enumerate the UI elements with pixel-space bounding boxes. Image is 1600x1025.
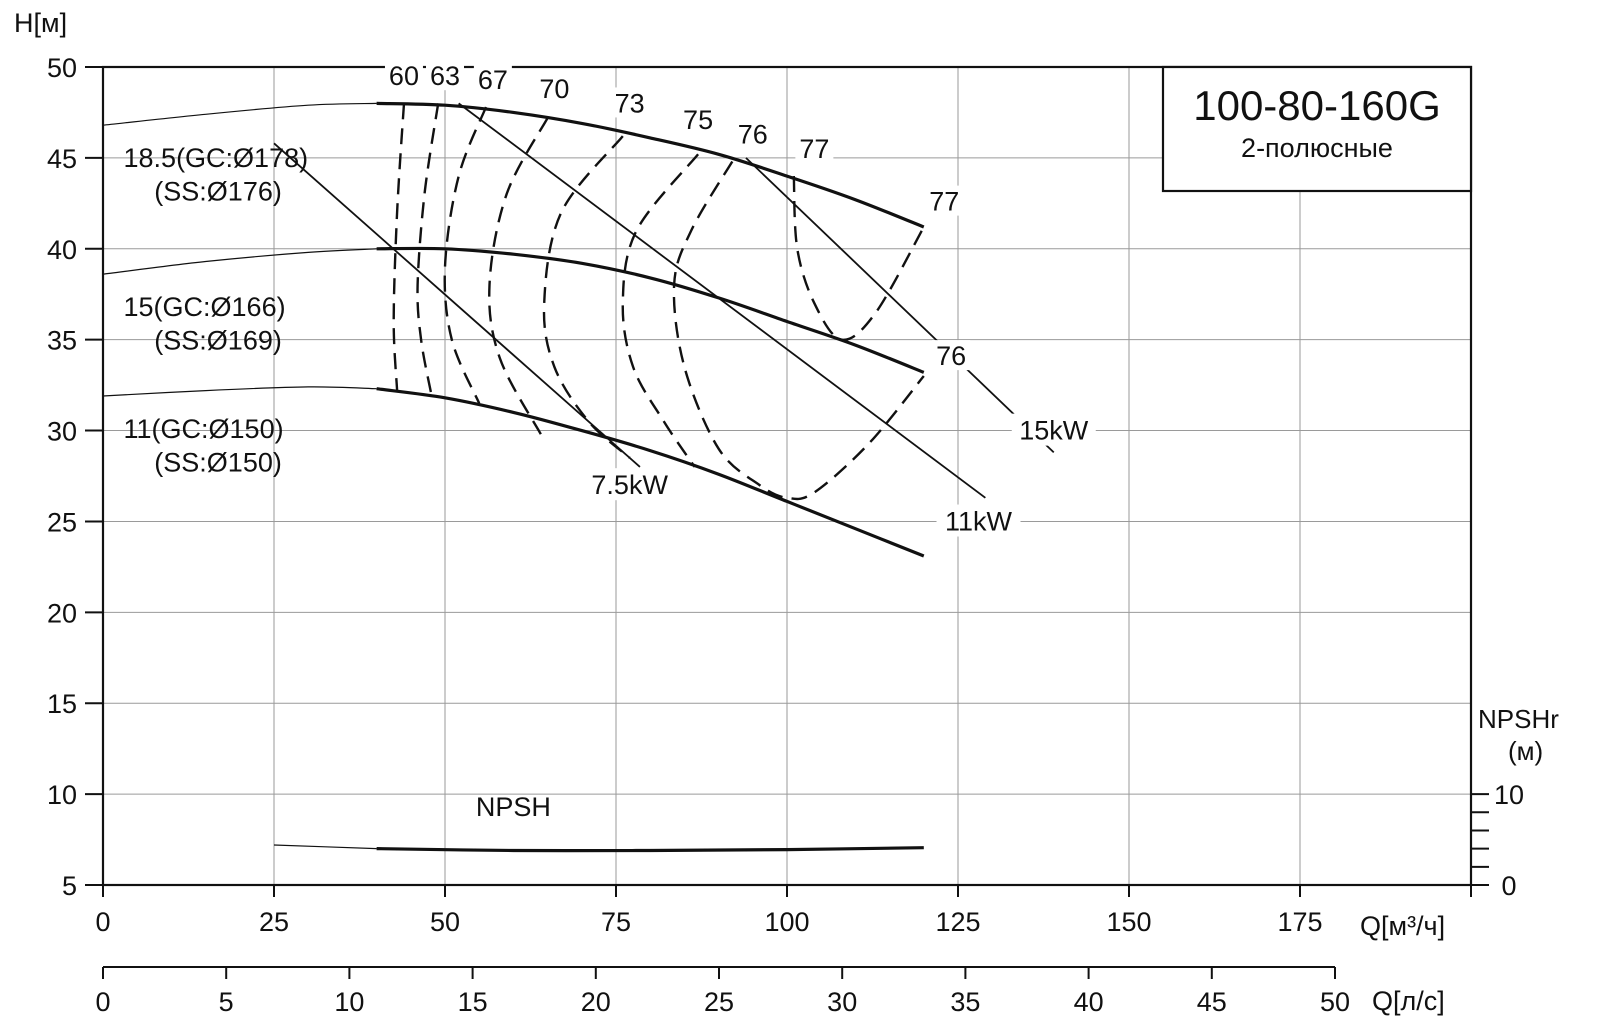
x-tick-label: 25 bbox=[259, 907, 289, 937]
head-curve-label: 18.5(GC:Ø178) bbox=[124, 143, 309, 173]
y-tick-label: 5 bbox=[62, 871, 77, 901]
x2-tick-label: 45 bbox=[1197, 987, 1227, 1017]
x2-tick-label: 5 bbox=[219, 987, 234, 1017]
efficiency-curve-76 bbox=[672, 160, 925, 501]
efficiency-label: 76 bbox=[936, 341, 966, 371]
head-curve-start bbox=[102, 248, 377, 275]
efficiency-curve-60 bbox=[392, 103, 406, 391]
head-curve-start bbox=[102, 386, 377, 397]
efficiency-curve-63 bbox=[416, 103, 440, 395]
efficiency-curve-70 bbox=[488, 117, 549, 435]
y-axis-label: H[м] bbox=[14, 8, 67, 38]
head-curve bbox=[376, 101, 925, 229]
efficiency-curve-77 bbox=[792, 176, 925, 341]
npsh-curve-label: NPSH bbox=[476, 792, 551, 822]
title-box: 100-80-160G 2-полюсные bbox=[1161, 65, 1473, 193]
head-curve bbox=[376, 387, 925, 558]
x2-tick-label: 25 bbox=[704, 987, 734, 1017]
efficiency-label-bg bbox=[925, 185, 964, 216]
power-label-bg bbox=[1011, 413, 1096, 446]
x-tick-label: 150 bbox=[1106, 907, 1151, 937]
efficiency-label-bg bbox=[733, 118, 772, 149]
npsh-axis-unit: (м) bbox=[1508, 736, 1543, 766]
y-tick-label: 30 bbox=[47, 417, 77, 447]
efficiency-label: 63 bbox=[430, 61, 460, 91]
chart-curves bbox=[102, 101, 1055, 853]
x2-tick-label: 50 bbox=[1320, 987, 1350, 1017]
y-tick-label: 35 bbox=[47, 326, 77, 356]
x-tick-label: 75 bbox=[601, 907, 631, 937]
x2-tick-label: 15 bbox=[458, 987, 488, 1017]
y-tick-label: 10 bbox=[47, 780, 77, 810]
power-line bbox=[745, 157, 1055, 454]
efficiency-label: 60 bbox=[389, 61, 419, 91]
x-tick-label: 125 bbox=[935, 907, 980, 937]
y-tick-label: 15 bbox=[47, 689, 77, 719]
x2-tick-label: 10 bbox=[334, 987, 364, 1017]
efficiency-label-bg bbox=[384, 60, 423, 91]
npsh-tick-label: 10 bbox=[1494, 780, 1524, 810]
head-curve-start bbox=[102, 102, 377, 126]
plot-frame bbox=[101, 65, 1473, 887]
efficiency-label-bg bbox=[679, 103, 718, 134]
efficiency-label-bg bbox=[535, 72, 574, 103]
head-curve bbox=[376, 246, 925, 374]
x-tick-label: 0 bbox=[95, 907, 110, 937]
x-axis-label: Q[м³/ч] bbox=[1360, 911, 1445, 941]
efficiency-label: 75 bbox=[683, 105, 713, 135]
efficiency-label-bg bbox=[610, 87, 649, 118]
npsh-tick-label: 0 bbox=[1501, 871, 1516, 901]
chart-subtitle: 2-полюсные bbox=[1241, 133, 1393, 163]
efficiency-label-bg bbox=[426, 60, 464, 91]
x2-axis-label: Q[л/с] bbox=[1372, 986, 1445, 1016]
x2-tick-label: 0 bbox=[95, 987, 110, 1017]
efficiency-label: 73 bbox=[615, 88, 645, 118]
x-tick-label: 100 bbox=[764, 907, 809, 937]
efficiency-label: 67 bbox=[478, 65, 508, 95]
head-curve-sublabel: (SS:Ø150) bbox=[154, 447, 282, 477]
efficiency-label-bg bbox=[795, 132, 834, 163]
y-tick-label: 20 bbox=[47, 598, 77, 628]
head-curve-sublabel: (SS:Ø176) bbox=[154, 177, 282, 207]
efficiency-curve-67 bbox=[443, 106, 488, 404]
x2-tick-label: 20 bbox=[581, 987, 611, 1017]
chart-labels: NPSH 18.5(GC:Ø178) (SS:Ø176) 15(GC:Ø166) (SS… bbox=[124, 60, 1096, 822]
power-label: 11kW bbox=[945, 507, 1013, 537]
efficiency-label: 77 bbox=[929, 187, 959, 217]
power-label-bg bbox=[936, 504, 1021, 537]
efficiency-curve-73 bbox=[542, 135, 631, 459]
head-curve-sublabel: (SS:Ø169) bbox=[154, 326, 282, 356]
head-curve-label: 11(GC:Ø150) bbox=[124, 414, 284, 444]
y-tick-label: 25 bbox=[47, 507, 77, 537]
efficiency-label-bg bbox=[932, 340, 971, 371]
power-label: 7.5kW bbox=[591, 470, 668, 500]
y-tick-label: 50 bbox=[47, 53, 77, 83]
npsh-axis-label: NPSHr bbox=[1478, 704, 1559, 734]
x2-tick-label: 30 bbox=[827, 987, 857, 1017]
x-tick-label: 175 bbox=[1277, 907, 1322, 937]
power-label: 15kW bbox=[1019, 416, 1089, 446]
power-line bbox=[273, 142, 641, 468]
npsh-curve-start bbox=[273, 844, 377, 850]
head-curve-label: 15(GC:Ø166) bbox=[124, 292, 286, 322]
efficiency-label: 70 bbox=[539, 74, 569, 104]
y-tick-label: 40 bbox=[47, 235, 77, 265]
x-tick-label: 50 bbox=[430, 907, 460, 937]
power-label-bg bbox=[587, 468, 672, 501]
efficiency-label: 77 bbox=[799, 134, 829, 164]
chart-title: 100-80-160G bbox=[1193, 82, 1441, 129]
x2-tick-label: 35 bbox=[950, 987, 980, 1017]
x2-tick-label: 40 bbox=[1074, 987, 1104, 1017]
npsh-curve bbox=[376, 846, 924, 853]
efficiency-curve-75 bbox=[621, 153, 700, 468]
efficiency-label: 76 bbox=[738, 119, 768, 149]
y-tick-label: 45 bbox=[47, 144, 77, 174]
efficiency-label-bg bbox=[473, 63, 512, 94]
